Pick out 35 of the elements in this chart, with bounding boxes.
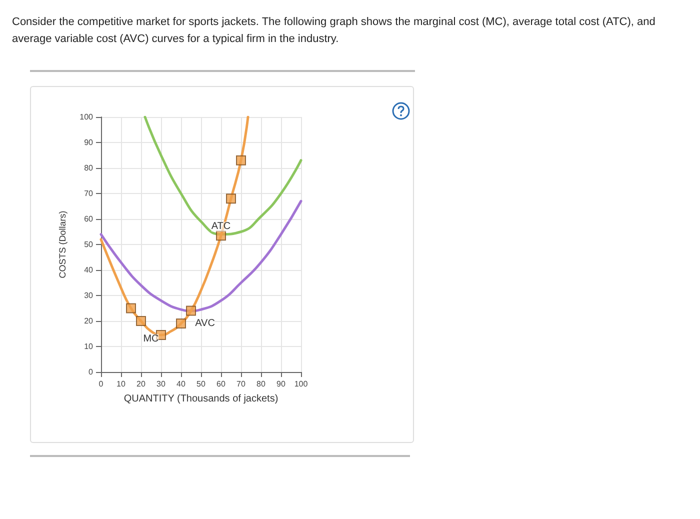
x-tick-label: 90 [276,380,286,388]
y-tick-label: 70 [84,189,94,198]
y-tick-label: 40 [84,266,94,274]
annotation: ATC [211,221,231,232]
point [216,230,226,241]
y-tick-label: 60 [84,214,94,224]
y-tick-label: 0 [88,368,94,376]
x-tick-label: 60 [216,380,226,388]
y-tick-label: 100 [80,112,94,122]
annotation: MC [143,333,159,344]
y-tick-label: 80 [84,164,94,172]
x-tick-label: 100 [294,380,308,388]
point [226,194,236,204]
y-tick-label: 10 [84,342,94,351]
x-axis-title: QUANTITY (Thousands of jackets) [124,394,278,404]
annotation: AVC [195,318,215,330]
point [136,316,146,326]
x-tick-label: 10 [116,380,126,388]
x-tick-label: 50 [196,380,206,388]
x-tick-label: 0 [98,380,104,388]
x-tick-label: 70 [236,380,246,388]
x-tick-label: 40 [176,380,186,388]
y-tick-label: 30 [84,291,94,300]
x-tick-label: 80 [256,380,266,388]
x-tick-label: 20 [136,380,146,388]
point [176,318,186,329]
x-tick-label: 30 [156,380,166,388]
y-tick-label: 50 [84,240,94,249]
y-tick-label: 90 [84,138,94,147]
text: Consider the competitive market for sports jackets. The following graph shows the marginal cost (MC), average total cost (ATC), and average variable cost (AVC) curves for a typical firm in the industry. [11,15,656,47]
point [186,306,196,316]
y-axis-title: COSTS (Dollars) [58,210,68,278]
point [236,155,246,166]
y-tick-label: 20 [84,316,94,326]
point [126,303,136,314]
